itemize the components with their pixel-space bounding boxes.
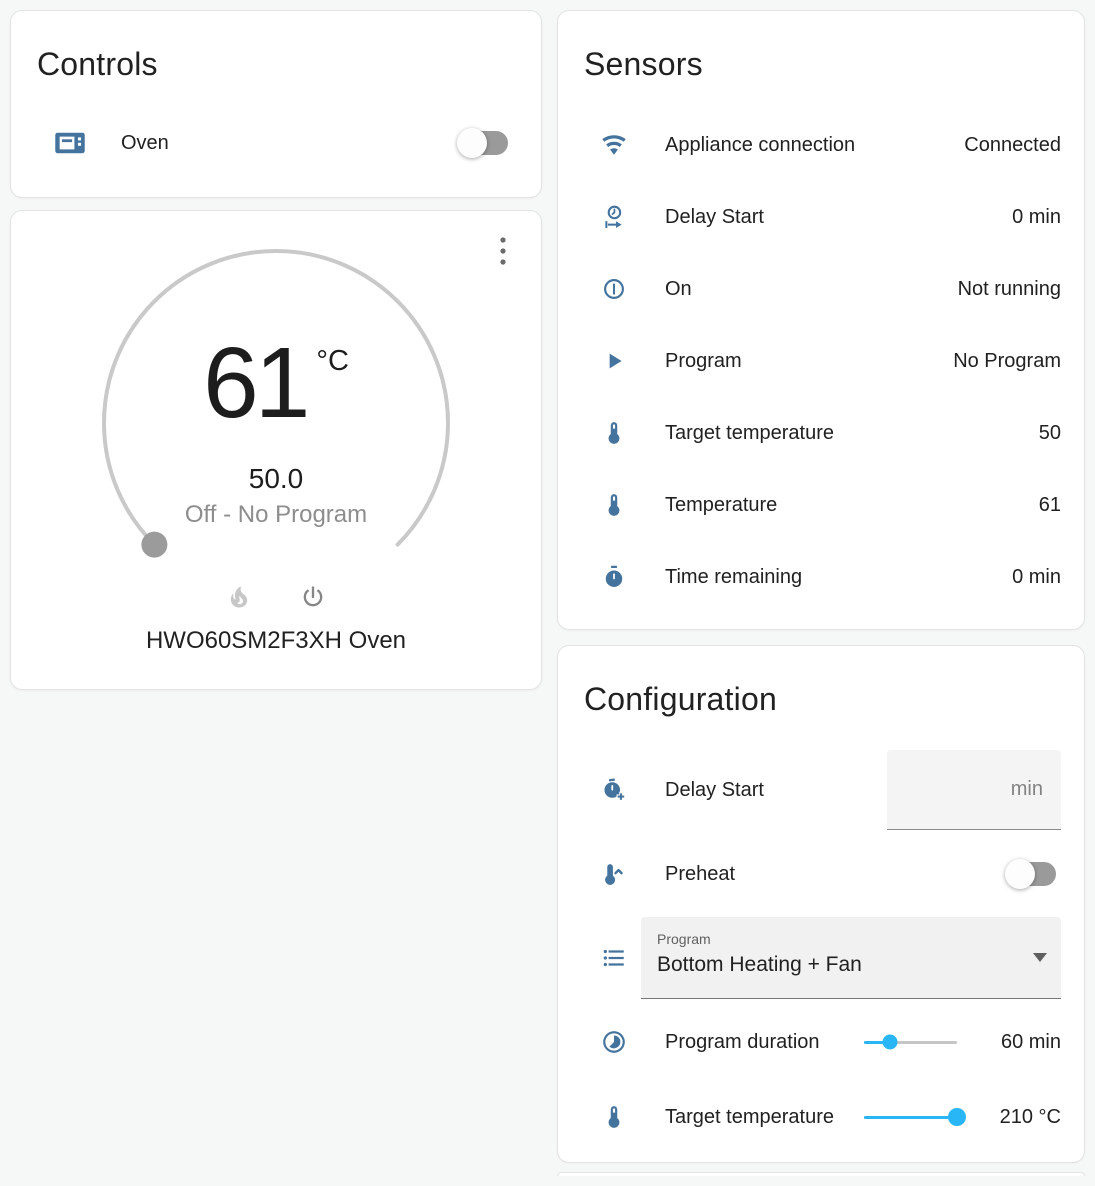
sensor-row-on[interactable]: On Not running — [558, 253, 1084, 325]
dial-handle[interactable] — [141, 531, 168, 558]
power-on-icon — [601, 276, 627, 302]
left-column: Controls Oven — [10, 10, 542, 1176]
preheat-toggle[interactable] — [1005, 859, 1056, 889]
control-row-oven: Oven — [11, 113, 541, 173]
target-temperature-value: 50.0 — [248, 463, 304, 494]
input-suffix: min — [1010, 778, 1043, 800]
current-temperature-value: 61 — [203, 327, 310, 439]
delay-start-input[interactable]: min — [887, 750, 1061, 830]
thermometer-chevron-up-icon — [601, 861, 627, 887]
config-row-program: Program Bottom Heating + Fan — [558, 916, 1084, 1000]
target-temperature-slider[interactable] — [864, 1107, 966, 1127]
next-card-edge — [557, 1172, 1085, 1176]
microwave-oven-icon — [53, 126, 87, 160]
config-label: Target temperature — [665, 1105, 834, 1128]
wifi-icon — [601, 132, 627, 158]
sensor-value: No Program — [953, 349, 1061, 372]
sensor-value: 61 — [1038, 493, 1061, 516]
sensor-rows: Appliance connection Connected Delay Sta… — [558, 109, 1084, 613]
sensor-value: 0 min — [1012, 565, 1061, 588]
select-value: Bottom Heating + Fan — [657, 953, 862, 976]
slider-value: 210 °C — [999, 1105, 1061, 1128]
sensor-label: Temperature — [665, 493, 778, 516]
sensor-row-temperature[interactable]: Temperature 61 — [558, 469, 1084, 541]
sensor-label: Target temperature — [665, 421, 834, 444]
sensor-row-delay-start[interactable]: Delay Start 0 min — [558, 181, 1084, 253]
slider-fill — [864, 1115, 957, 1119]
right-column: Sensors Appliance connection Connected D… — [557, 10, 1085, 1176]
thermostat-status: Off - No Program — [184, 501, 368, 528]
thermometer-icon — [601, 492, 627, 518]
slider-track — [864, 1040, 957, 1044]
list-icon — [601, 945, 627, 971]
config-row-program-duration: Program duration 60 min — [558, 1000, 1084, 1084]
sensors-title: Sensors — [584, 46, 703, 82]
sensor-value: 0 min — [1012, 205, 1061, 228]
fire-mode-icon[interactable] — [225, 583, 253, 611]
config-label: Delay Start — [665, 778, 764, 801]
sensor-label: Delay Start — [665, 205, 764, 228]
entity-name: HWO60SM2F3XH Oven — [145, 627, 407, 654]
play-icon — [601, 348, 627, 374]
program-duration-slider[interactable] — [864, 1032, 957, 1052]
sensor-row-time-remaining[interactable]: Time remaining 0 min — [558, 541, 1084, 613]
thermostat-dial[interactable]: 61 °C 50.0 Off - No Program — [86, 233, 466, 573]
thermometer-icon — [601, 1104, 627, 1130]
program-select[interactable]: Program Bottom Heating + Fan — [641, 917, 1061, 999]
current-temperature-unit: °C — [316, 345, 349, 377]
oven-toggle[interactable] — [457, 128, 508, 158]
sensor-value: Not running — [957, 277, 1061, 300]
oven-label: Oven — [121, 131, 169, 154]
timelapse-icon — [601, 1029, 627, 1055]
config-label: Preheat — [665, 862, 736, 885]
toggle-knob — [457, 128, 487, 158]
sensor-row-target-temperature[interactable]: Target temperature 50 — [558, 397, 1084, 469]
clock-start-icon — [601, 204, 627, 230]
configuration-card: Configuration Delay Start min Preheat — [557, 645, 1085, 1163]
dial-arc — [102, 249, 450, 547]
config-row-delay-start: Delay Start min — [558, 748, 1084, 832]
sensor-row-program[interactable]: Program No Program — [558, 325, 1084, 397]
current-temperature: 61 °C — [86, 333, 466, 433]
slider-fill — [864, 1040, 891, 1044]
select-label: Program — [657, 931, 711, 947]
controls-card: Controls Oven — [10, 10, 542, 198]
sensor-row-appliance-connection[interactable]: Appliance connection Connected — [558, 109, 1084, 181]
sensor-label: Appliance connection — [665, 133, 856, 156]
sensor-label: Program — [665, 349, 742, 372]
thermostat-card: 61 °C 50.0 Off - No Program HWO60SM2F3XH… — [10, 210, 542, 690]
sensor-label: On — [665, 277, 692, 300]
sensors-card: Sensors Appliance connection Connected D… — [557, 10, 1085, 630]
toggle-knob — [1005, 859, 1035, 889]
configuration-rows: Delay Start min Preheat — [558, 748, 1084, 1150]
configuration-title: Configuration — [584, 681, 777, 717]
sensor-value: 50 — [1038, 421, 1061, 444]
sensor-value: Connected — [964, 133, 1061, 156]
more-options-icon[interactable] — [489, 233, 517, 269]
config-row-preheat: Preheat — [558, 832, 1084, 916]
timer-icon — [601, 564, 627, 590]
sensor-label: Time remaining — [665, 565, 803, 588]
slider-thumb[interactable] — [882, 1034, 898, 1050]
timer-plus-icon — [601, 777, 627, 803]
controls-title: Controls — [37, 46, 158, 82]
power-mode-icon[interactable] — [299, 583, 327, 611]
config-row-target-temperature: Target temperature 210 °C — [558, 1084, 1084, 1150]
thermometer-icon — [601, 420, 627, 446]
chevron-down-icon — [1033, 952, 1047, 962]
slider-thumb[interactable] — [948, 1108, 966, 1126]
mode-buttons — [11, 583, 541, 611]
slider-value: 60 min — [1000, 1030, 1061, 1053]
config-label: Program duration — [665, 1030, 820, 1053]
